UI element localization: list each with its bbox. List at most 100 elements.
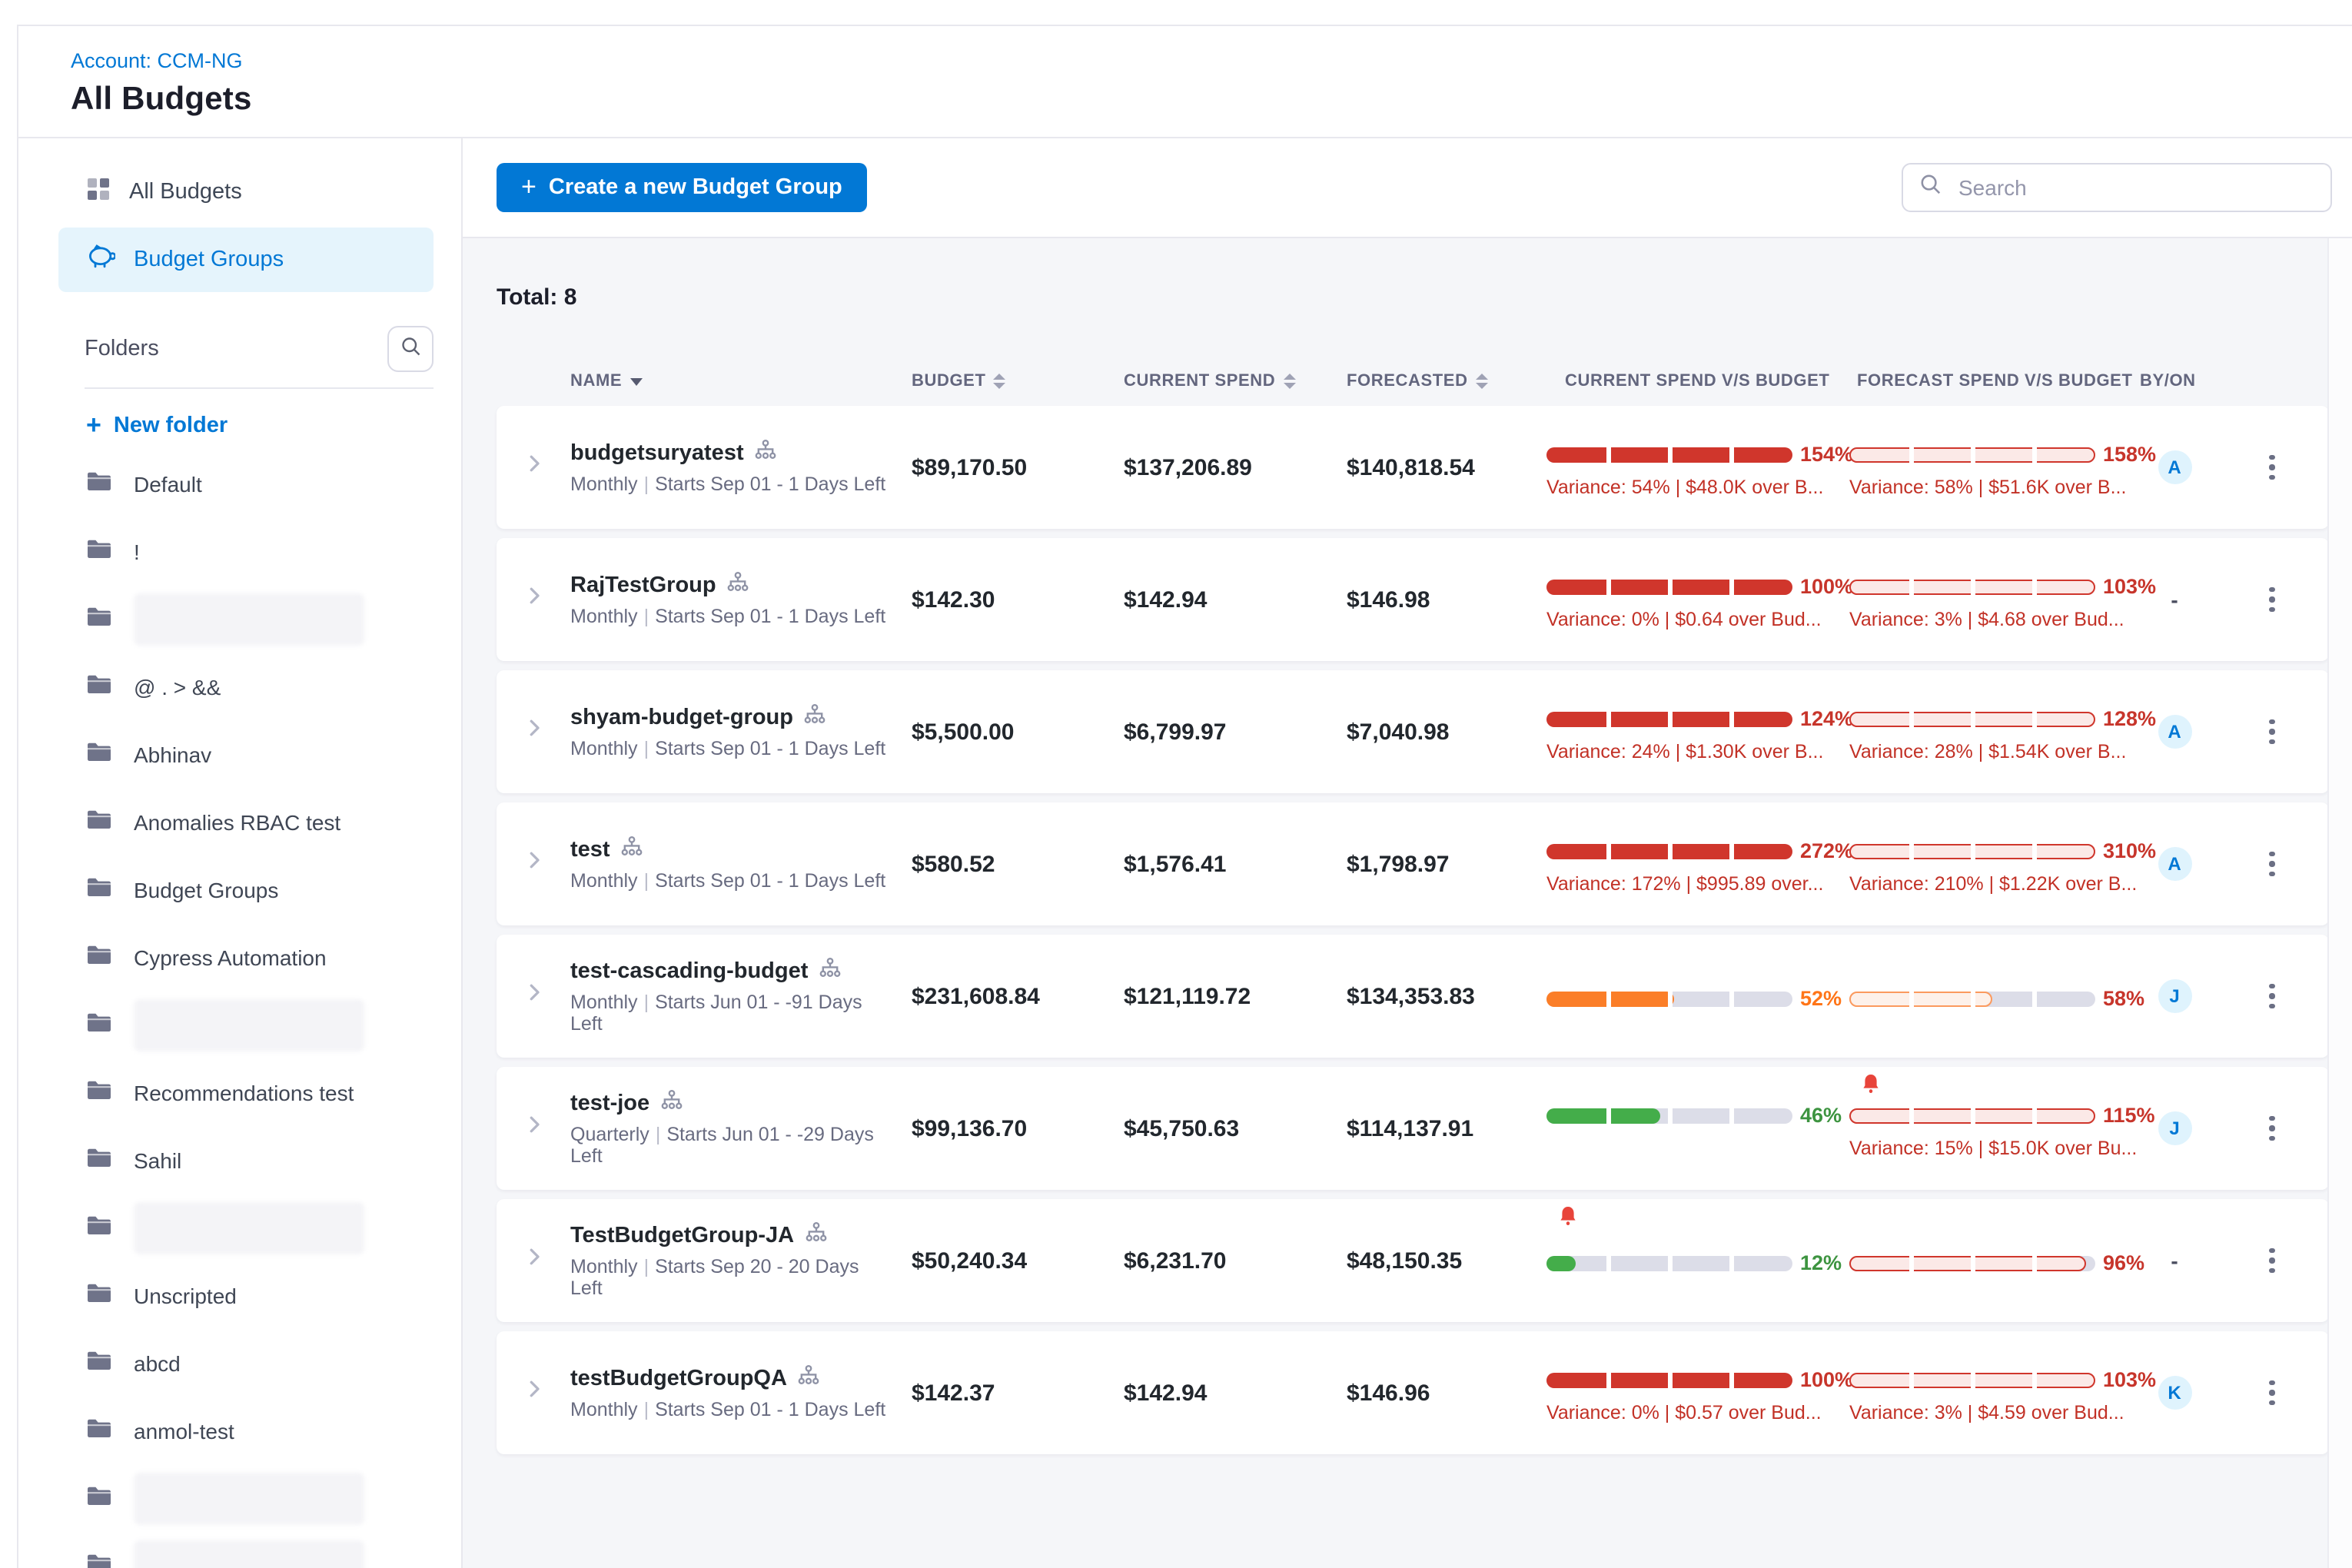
expand-row-button[interactable] — [497, 716, 549, 747]
by-on-empty: - — [2171, 587, 2178, 612]
expand-row-button[interactable] — [497, 1245, 549, 1276]
column-header-current-vs-budget: CURRENT SPEND V/S BUDGET — [1546, 372, 1849, 390]
column-header-by-on: BY/ON — [2134, 372, 2215, 390]
folder-name: Anomalies RBAC test — [134, 810, 341, 835]
budget-group-name[interactable]: test-joe — [570, 1090, 890, 1116]
folder-item[interactable] — [86, 1465, 461, 1533]
sidebar-item-all-budgets[interactable]: All Budgets — [58, 160, 434, 224]
bar-segment-gap — [2032, 445, 2036, 463]
current-progress-bar — [1546, 1370, 1792, 1389]
current-bar-line: 272% — [1546, 839, 1853, 862]
column-header-by-on-label: BY/ON — [2140, 372, 2196, 390]
expand-row-button[interactable] — [497, 584, 549, 615]
avatar[interactable]: A — [2158, 715, 2191, 749]
search-box[interactable] — [1902, 163, 2332, 212]
row-menu-button[interactable] — [2261, 975, 2284, 1018]
current-variance: Variance: 0% | $0.64 over Bud... — [1546, 609, 1822, 630]
folder-item[interactable]: anmol-test — [86, 1397, 461, 1465]
forecast-bar-line: 158% — [1849, 443, 2156, 466]
column-header-forecasted-label: FORECASTED — [1347, 372, 1468, 390]
folder-item[interactable]: Cypress Automation — [86, 924, 461, 992]
account-breadcrumb[interactable]: Account: CCM-NG — [71, 49, 243, 72]
current-percent: 52% — [1800, 987, 1842, 1010]
scrollbar-track[interactable] — [2327, 238, 2352, 1568]
row-menu-button[interactable] — [2261, 842, 2284, 886]
row-menu-cell — [2215, 538, 2329, 661]
page-title: All Budgets — [71, 81, 252, 117]
expand-row-button[interactable] — [497, 981, 549, 1012]
search-input[interactable] — [1955, 174, 2315, 201]
schedule-label: Starts Sep 01 - 1 Days Left — [655, 1399, 886, 1420]
budget-group-name-text: TestBudgetGroup-JA — [570, 1223, 795, 1247]
schedule-label: Starts Jun 01 - -29 Days Left — [570, 1124, 874, 1167]
menu-dot — [2269, 861, 2275, 867]
forecast-vs-budget-cell: 96% — [1849, 1199, 2144, 1322]
folder-item[interactable]: Anomalies RBAC test — [86, 789, 461, 856]
period-label: Monthly — [570, 992, 638, 1013]
folder-item[interactable]: Abhinav — [86, 721, 461, 789]
folder-item[interactable] — [86, 586, 461, 653]
budget-group-name[interactable]: TestBudgetGroup-JA — [570, 1222, 890, 1248]
column-header-budget[interactable]: BUDGET — [899, 372, 1111, 390]
budget-group-name-cell: test Monthly | Starts Sep 01 - 1 Days Left — [549, 836, 899, 892]
menu-dot — [2269, 983, 2275, 989]
budget-group-name[interactable]: shyam-budget-group — [570, 704, 890, 730]
budget-group-name[interactable]: testBudgetGroupQA — [570, 1365, 890, 1391]
budget-group-name[interactable]: test-cascading-budget — [570, 958, 890, 984]
row-menu-cell — [2215, 406, 2329, 529]
menu-dot — [2269, 454, 2275, 460]
expand-row-button[interactable] — [497, 452, 549, 483]
avatar[interactable]: A — [2158, 450, 2191, 484]
schedule-label: Starts Sep 01 - 1 Days Left — [655, 473, 886, 495]
bar-segment-gap — [2032, 577, 2036, 596]
budget-group-schedule: Monthly | Starts Sep 20 - 20 Days Left — [570, 1256, 890, 1299]
row-menu-button[interactable] — [2261, 710, 2284, 754]
avatar[interactable]: J — [2158, 979, 2191, 1013]
sort-up-icon — [1475, 374, 1488, 380]
folder-item[interactable]: Default — [86, 450, 461, 518]
expand-row-button[interactable] — [497, 1113, 549, 1144]
forecast-progress-bar — [1849, 1370, 2095, 1389]
folder-item[interactable]: Budget Groups — [86, 856, 461, 924]
budget-group-name[interactable]: test — [570, 836, 890, 862]
column-header-current-spend[interactable]: CURRENT SPEND — [1111, 372, 1334, 390]
folder-icon — [86, 875, 112, 905]
folder-item[interactable] — [86, 992, 461, 1059]
row-menu-button[interactable] — [2261, 1371, 2284, 1415]
folder-item[interactable]: Unscripted — [86, 1262, 461, 1330]
menu-dot — [2269, 851, 2275, 857]
bar-segment-gap — [1606, 842, 1610, 860]
bar-segment-gap — [1729, 577, 1733, 596]
column-header-forecasted[interactable]: FORECASTED — [1334, 372, 1546, 390]
folder-item[interactable]: abcd — [86, 1330, 461, 1397]
row-menu-button[interactable] — [2261, 446, 2284, 490]
table-header: NAME BUDGET CURRENT SPEND FORECASTED CURRENT… — [497, 366, 2329, 397]
row-menu-button[interactable] — [2261, 578, 2284, 622]
avatar[interactable]: J — [2158, 1111, 2191, 1145]
expand-row-button[interactable] — [497, 849, 549, 879]
sidebar-item-budget-groups[interactable]: Budget Groups — [58, 228, 434, 292]
folder-item[interactable]: Sahil — [86, 1127, 461, 1194]
avatar[interactable]: K — [2158, 1376, 2191, 1410]
bar-segment-gap — [1668, 445, 1672, 463]
budget-group-name[interactable]: budgetsuryatest — [570, 440, 890, 466]
folder-item[interactable] — [86, 1533, 461, 1568]
current-spend-value: $137,206.89 — [1124, 454, 1252, 480]
row-menu-button[interactable] — [2261, 1107, 2284, 1151]
folder-item[interactable]: Recommendations test — [86, 1059, 461, 1127]
row-menu-button[interactable] — [2261, 1239, 2284, 1283]
folder-item[interactable]: ! — [86, 518, 461, 586]
bar-segment-gap — [1971, 709, 1975, 728]
new-folder-button[interactable]: + New folder — [86, 410, 434, 441]
create-budget-group-button[interactable]: + Create a new Budget Group — [497, 163, 867, 212]
budget-group-name[interactable]: RajTestGroup — [570, 572, 890, 598]
folder-search-button[interactable] — [387, 326, 434, 372]
expand-row-button[interactable] — [497, 1377, 549, 1408]
folder-item[interactable]: @ . > && — [86, 653, 461, 721]
current-spend-value: $1,576.41 — [1124, 851, 1227, 877]
bar-fill — [1546, 991, 1675, 1006]
folder-item[interactable] — [86, 1194, 461, 1262]
column-header-name[interactable]: NAME — [549, 372, 899, 390]
budget-group-name-text: test — [570, 837, 610, 862]
avatar[interactable]: A — [2158, 847, 2191, 881]
